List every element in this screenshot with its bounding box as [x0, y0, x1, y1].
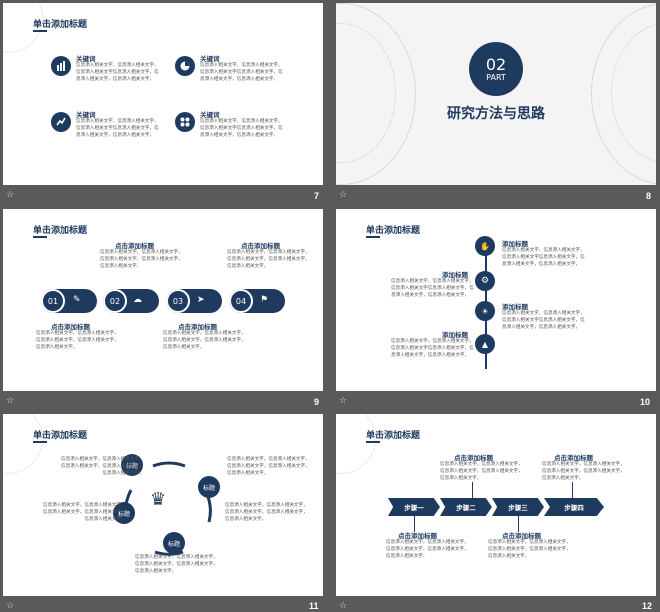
placeholder-text: 信息添入相关文字，信息添入相关文字， 信息添入相关文字信息添入相关文字，信 息添…	[76, 63, 159, 82]
slide-number: 7	[314, 191, 320, 201]
crown-icon: ♛	[150, 489, 167, 510]
title-underline	[366, 441, 380, 443]
subtitle: 点击添加标题	[241, 242, 280, 250]
star-icon: ☆	[6, 396, 15, 406]
cloud-icon: ☁	[133, 295, 142, 305]
placeholder-text: 信息添入相关文字，信息添入相关文字， 信息添入相关文字信息添入相关文字，信 息添…	[200, 119, 283, 138]
step-number-2: 02	[103, 289, 127, 313]
placeholder-text: 信息添入相关文字，信息添入相关文字， 信息添入相关文字，信息添入相关文字， 信息…	[225, 503, 308, 522]
keyword-2: 关键词	[200, 55, 220, 63]
placeholder-text: 信息添入相关文字，信息添入相关文字， 信息添入相关文字信息添入相关文字，信 息添…	[391, 339, 474, 358]
subtitle: 点击添加标题	[502, 532, 541, 540]
slide-11[interactable]: 单击添加标题 标题 标题 标题 标题 ♛ 信息添入相关文字，信息添入相关文字， …	[3, 414, 323, 596]
title-underline	[33, 30, 47, 32]
handshake-icon: ✋	[475, 236, 495, 256]
placeholder-text: 信息添入相关文字，信息添入相关文字， 信息添入相关文字，信息添入相关文字， 信息…	[36, 331, 119, 350]
pie-chart-icon	[175, 56, 195, 76]
subtitle: 点击添加标题	[115, 242, 154, 250]
part-badge: 02 PART	[469, 42, 523, 96]
keyword-3: 关键词	[76, 111, 96, 119]
step-2[interactable]: 步骤二	[440, 498, 492, 516]
lightbulb-icon: ☀	[475, 301, 495, 321]
placeholder-text: 信息添入相关文字，信息添入相关文字， 信息添入相关文字，信息添入相关文字， 信息…	[227, 250, 310, 269]
subtitle: 点击添加标题	[178, 323, 217, 331]
subtitle: 添加标题	[502, 240, 528, 248]
title-underline	[33, 441, 47, 443]
star-icon: ☆	[6, 190, 15, 200]
connector-line	[472, 482, 473, 498]
pencil-icon: ✎	[73, 295, 81, 305]
section-title: 研究方法与思路	[447, 106, 545, 122]
star-icon: ☆	[339, 601, 348, 611]
slide-title: 单击添加标题	[366, 226, 421, 236]
title-underline	[366, 236, 380, 238]
slide-7[interactable]: 单击添加标题 关键词 信息添入相关文字，信息添入相关文字， 信息添入相关文字信息…	[3, 3, 323, 185]
gear-icon: ⚙	[475, 271, 495, 291]
placeholder-text: 信息添入相关文字，信息添入相关文字， 信息添入相关文字信息添入相关文字，信 息添…	[200, 63, 283, 82]
step-4[interactable]: 步骤四	[544, 498, 604, 516]
slide-number: 9	[314, 397, 320, 407]
step-1[interactable]: 步骤一	[388, 498, 440, 516]
subtitle: 点击添加标题	[454, 454, 493, 462]
step-3[interactable]: 步骤三	[492, 498, 544, 516]
subtitle: 添加标题	[442, 331, 468, 339]
slide-title: 单击添加标题	[366, 431, 421, 441]
growth-chart-icon: ▲	[475, 334, 495, 354]
cycle-node-4[interactable]: 标题	[113, 502, 135, 524]
slide-number: 12	[642, 601, 653, 611]
trend-icon	[51, 112, 71, 132]
placeholder-text: 信息添入相关文字，信息添入相关文字， 信息添入相关文字，信息添入相关文字， 信息…	[61, 457, 144, 476]
subtitle: 添加标题	[502, 303, 528, 311]
subtitle: 添加标题	[442, 271, 468, 279]
flag-icon: ⚑	[260, 295, 269, 305]
placeholder-text: 信息添入相关文字，信息添入相关文字， 信息添入相关文字，信息添入相关文字， 信息…	[488, 540, 571, 559]
placeholder-text: 信息添入相关文字，信息添入相关文字， 信息添入相关文字，信息添入相关文字， 信息…	[100, 250, 183, 269]
cycle-node-2[interactable]: 标题	[198, 476, 220, 498]
slide-number: 10	[640, 397, 651, 407]
title-underline	[33, 236, 47, 238]
placeholder-text: 信息添入相关文字，信息添入相关文字， 信息添入相关文字，信息添入相关文字， 信息…	[227, 457, 310, 476]
keyword-1: 关键词	[76, 55, 96, 63]
bar-chart-icon	[51, 56, 71, 76]
slide-8[interactable]: 02 PART 研究方法与思路	[336, 3, 656, 185]
connector-line	[414, 516, 415, 532]
slide-number: 11	[309, 601, 319, 611]
grid-dots-icon	[175, 112, 195, 132]
cycle-node-1[interactable]: 标题	[121, 454, 143, 476]
step-number-1: 01	[41, 289, 65, 313]
step-number-3: 03	[166, 289, 190, 313]
slide-title: 单击添加标题	[33, 226, 88, 236]
slide-title: 单击添加标题	[33, 431, 88, 441]
placeholder-text: 信息添入相关文字，信息添入相关文字， 信息添入相关文字，信息添入相关文字， 信息…	[163, 331, 246, 350]
cursor-icon: ➤	[197, 295, 205, 305]
step-number-4: 04	[229, 289, 253, 313]
star-icon: ☆	[339, 190, 348, 200]
placeholder-text: 信息添入相关文字，信息添入相关文字， 信息添入相关文字，信息添入相关文字， 信息…	[386, 540, 469, 559]
cycle-node-3[interactable]: 标题	[163, 532, 185, 554]
placeholder-text: 信息添入相关文字，信息添入相关文字， 信息添入相关文字信息添入相关文字，信 息添…	[502, 248, 585, 267]
slide-10[interactable]: 单击添加标题 ✋ ⚙ ☀ ▲ 添加标题 信息添入相关文字，信息添入相关文字， 信…	[336, 209, 656, 391]
placeholder-text: 信息添入相关文字，信息添入相关文字， 信息添入相关文字信息添入相关文字，信 息添…	[502, 311, 585, 330]
subtitle: 点击添加标题	[398, 532, 437, 540]
slide-title: 单击添加标题	[33, 20, 88, 30]
placeholder-text: 信息添入相关文字，信息添入相关文字， 信息添入相关文字信息添入相关文字，信 息添…	[391, 279, 474, 298]
slide-12[interactable]: 单击添加标题 点击添加标题 信息添入相关文字，信息添入相关文字， 信息添入相关文…	[336, 414, 656, 596]
placeholder-text: 信息添入相关文字，信息添入相关文字， 信息添入相关文字，信息添入相关文字， 信息…	[542, 462, 625, 481]
connector-line	[518, 516, 519, 532]
part-label: PART	[486, 73, 506, 82]
part-number: 02	[485, 55, 507, 74]
slide-9[interactable]: 单击添加标题 点击添加标题 信息添入相关文字，信息添入相关文字， 信息添入相关文…	[3, 209, 323, 391]
connector-line	[572, 482, 573, 498]
placeholder-text: 信息添入相关文字，信息添入相关文字， 信息添入相关文字信息添入相关文字，信 息添…	[76, 119, 159, 138]
star-icon: ☆	[6, 601, 15, 611]
slide-number: 8	[646, 191, 652, 201]
subtitle: 点击添加标题	[554, 454, 593, 462]
keyword-4: 关键词	[200, 111, 220, 119]
star-icon: ☆	[339, 396, 348, 406]
placeholder-text: 信息添入相关文字，信息添入相关文字， 信息添入相关文字，信息添入相关文字， 信息…	[440, 462, 523, 481]
placeholder-text: 信息添入相关文字，信息添入相关文字， 信息添入相关文字，信息添入相关文字， 信息…	[43, 503, 126, 522]
subtitle: 点击添加标题	[51, 323, 90, 331]
placeholder-text: 信息添入相关文字，信息添入相关文字， 信息添入相关文字，信息添入相关文字， 信息…	[135, 555, 218, 574]
